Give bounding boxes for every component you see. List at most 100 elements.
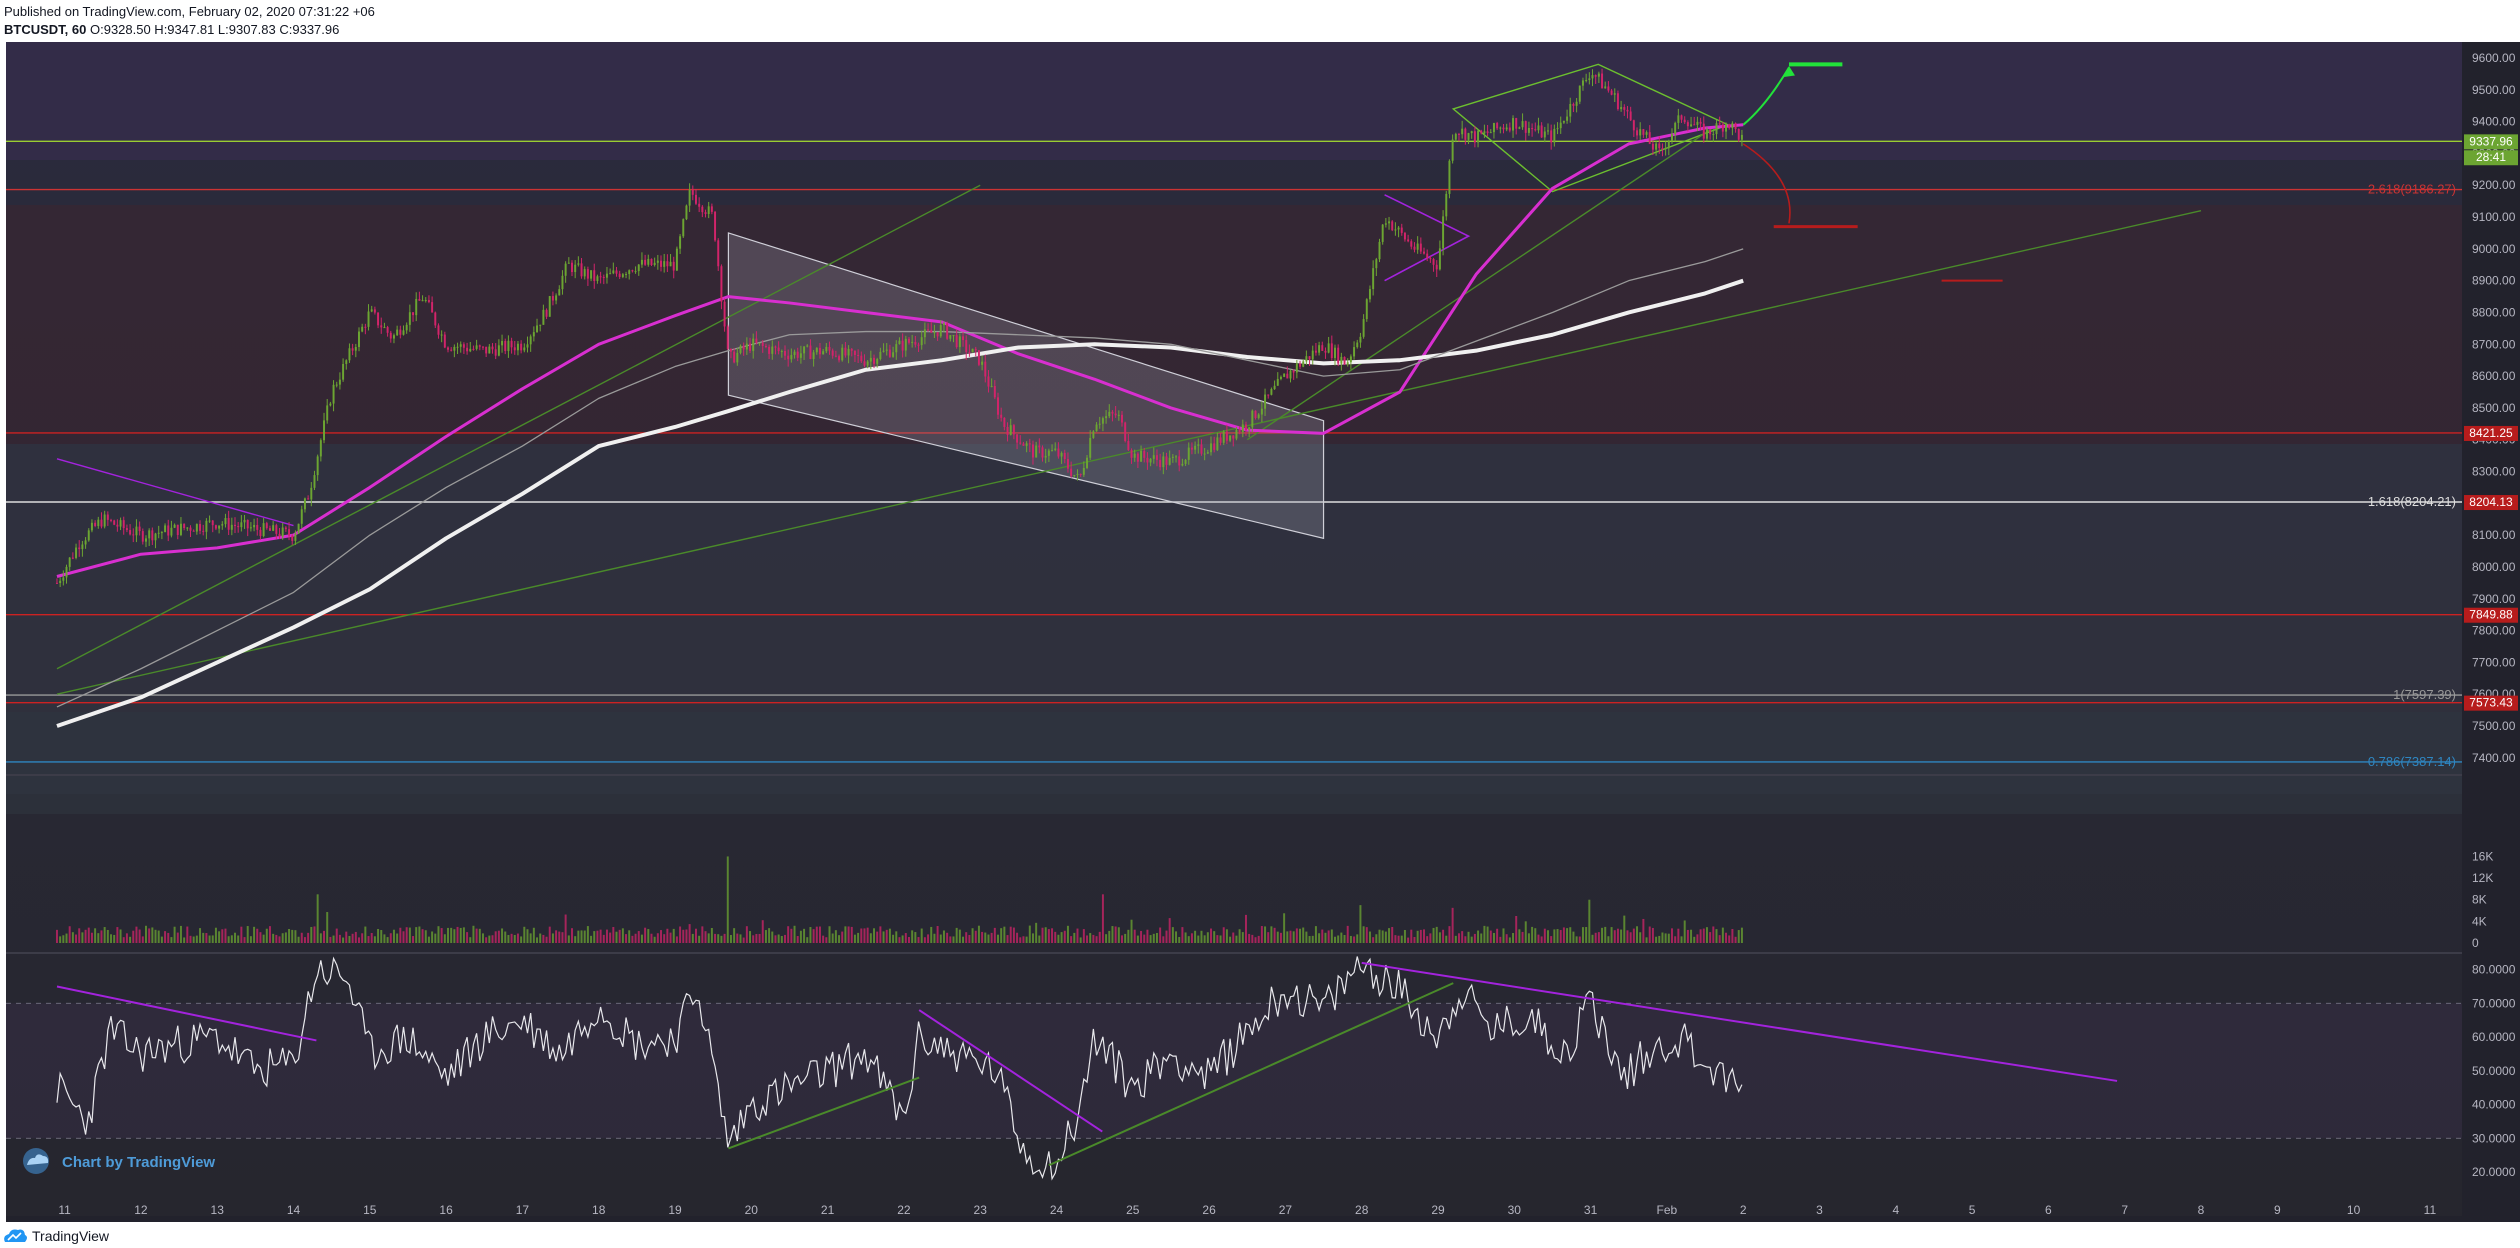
volume-bar[interactable] xyxy=(1009,926,1012,943)
volume-bar[interactable] xyxy=(1575,936,1578,943)
volume-bar[interactable] xyxy=(1117,927,1120,943)
candle-body[interactable] xyxy=(634,271,637,273)
volume-bar[interactable] xyxy=(1054,931,1057,943)
volume-bar[interactable] xyxy=(345,931,348,943)
volume-bar[interactable] xyxy=(1321,929,1324,943)
volume-bar[interactable] xyxy=(682,929,685,943)
candle-body[interactable] xyxy=(847,348,850,356)
volume-bar[interactable] xyxy=(1690,929,1693,943)
volume-bar[interactable] xyxy=(1715,929,1718,943)
candle-body[interactable] xyxy=(230,524,233,530)
volume-bar[interactable] xyxy=(523,926,526,943)
volume-bar[interactable] xyxy=(1696,934,1699,943)
candle-body[interactable] xyxy=(1734,123,1737,130)
candle-body[interactable] xyxy=(1581,80,1584,86)
volume-bar[interactable] xyxy=(195,935,198,943)
volume-bar[interactable] xyxy=(1709,932,1712,943)
candle-body[interactable] xyxy=(478,345,481,347)
rsi-trend-line[interactable] xyxy=(918,1009,1103,1133)
candle-body[interactable] xyxy=(1047,450,1050,456)
volume-bar[interactable] xyxy=(1289,930,1292,943)
candle-body[interactable] xyxy=(828,346,831,351)
volume-bar[interactable] xyxy=(62,935,65,943)
candle-body[interactable] xyxy=(326,405,329,421)
candle-body[interactable] xyxy=(55,582,58,584)
volume-bar[interactable] xyxy=(892,934,895,943)
volume-bar[interactable] xyxy=(1734,936,1737,943)
candle-body[interactable] xyxy=(542,309,545,325)
volume-bar[interactable] xyxy=(1012,927,1015,943)
candle-body[interactable] xyxy=(1149,458,1152,463)
volume-bar[interactable] xyxy=(186,926,189,943)
volume-bar[interactable] xyxy=(777,934,780,943)
volume-bar[interactable] xyxy=(1314,926,1317,943)
volume-bar[interactable] xyxy=(1426,936,1429,943)
candle-body[interactable] xyxy=(1642,129,1645,135)
volume-bar[interactable] xyxy=(675,936,678,943)
candle-body[interactable] xyxy=(1534,129,1537,131)
volume-bar[interactable] xyxy=(717,934,720,943)
candle-body[interactable] xyxy=(443,334,446,348)
volume-bar[interactable] xyxy=(485,937,488,943)
volume-bar[interactable] xyxy=(1225,929,1228,943)
volume-bar[interactable] xyxy=(876,931,879,943)
volume-bar[interactable] xyxy=(596,930,599,943)
candle-body[interactable] xyxy=(351,348,354,351)
volume-bar[interactable] xyxy=(1429,933,1432,943)
volume-bar[interactable] xyxy=(1146,929,1149,943)
volume-bar[interactable] xyxy=(1680,936,1683,943)
volume-bar[interactable] xyxy=(335,928,338,943)
time-axis-panel[interactable] xyxy=(6,1216,2520,1222)
candle-body[interactable] xyxy=(526,344,529,348)
candle-body[interactable] xyxy=(602,276,605,278)
volume-bar[interactable] xyxy=(94,928,97,943)
volume-bar[interactable] xyxy=(580,930,583,943)
volume-bar[interactable] xyxy=(1693,936,1696,943)
volume-bar[interactable] xyxy=(1127,929,1130,943)
candle-body[interactable] xyxy=(373,309,376,313)
volume-bar[interactable] xyxy=(663,934,666,943)
volume-bar[interactable] xyxy=(1661,932,1664,943)
volume-bar[interactable] xyxy=(634,933,637,943)
candle-body[interactable] xyxy=(548,296,551,317)
volume-bar[interactable] xyxy=(1731,928,1734,943)
candle-body[interactable] xyxy=(701,206,704,213)
volume-bar[interactable] xyxy=(1187,936,1190,943)
volume-bar[interactable] xyxy=(917,937,920,943)
candle-body[interactable] xyxy=(125,528,128,531)
candle-body[interactable] xyxy=(179,523,182,535)
candle-body[interactable] xyxy=(221,524,224,526)
candle-body[interactable] xyxy=(1136,453,1139,462)
volume-bar[interactable] xyxy=(1337,935,1340,943)
candle-body[interactable] xyxy=(911,341,914,343)
candle-body[interactable] xyxy=(1442,216,1445,249)
volume-bar[interactable] xyxy=(1448,926,1451,943)
volume-bar[interactable] xyxy=(1000,928,1003,943)
volume-bar[interactable] xyxy=(1454,935,1457,943)
volume-bar[interactable] xyxy=(504,931,507,943)
volume-bar[interactable] xyxy=(1197,935,1200,943)
rsi-line[interactable] xyxy=(56,956,1743,1181)
candle-body[interactable] xyxy=(1403,232,1406,240)
candle-body[interactable] xyxy=(1124,422,1127,442)
volume-bar[interactable] xyxy=(288,929,291,943)
steep-trend-line[interactable] xyxy=(56,184,981,670)
volume-bar[interactable] xyxy=(780,936,783,943)
volume-bar[interactable] xyxy=(974,930,977,943)
candle-body[interactable] xyxy=(669,261,672,267)
volume-bar[interactable] xyxy=(1222,927,1225,943)
candle-body[interactable] xyxy=(612,270,615,274)
candle-body[interactable] xyxy=(1159,459,1162,468)
candle-body[interactable] xyxy=(952,335,955,337)
volume-bar[interactable] xyxy=(297,936,300,943)
volume-bar[interactable] xyxy=(1721,927,1724,943)
volume-bar[interactable] xyxy=(1686,929,1689,943)
candle-body[interactable] xyxy=(1343,356,1346,365)
candle-body[interactable] xyxy=(529,336,532,345)
volume-bar[interactable] xyxy=(618,929,621,943)
candle-body[interactable] xyxy=(1486,131,1489,133)
volume-bar[interactable] xyxy=(462,927,465,943)
candle-body[interactable] xyxy=(516,343,519,351)
candle-body[interactable] xyxy=(323,420,326,441)
volume-bar[interactable] xyxy=(850,926,853,943)
